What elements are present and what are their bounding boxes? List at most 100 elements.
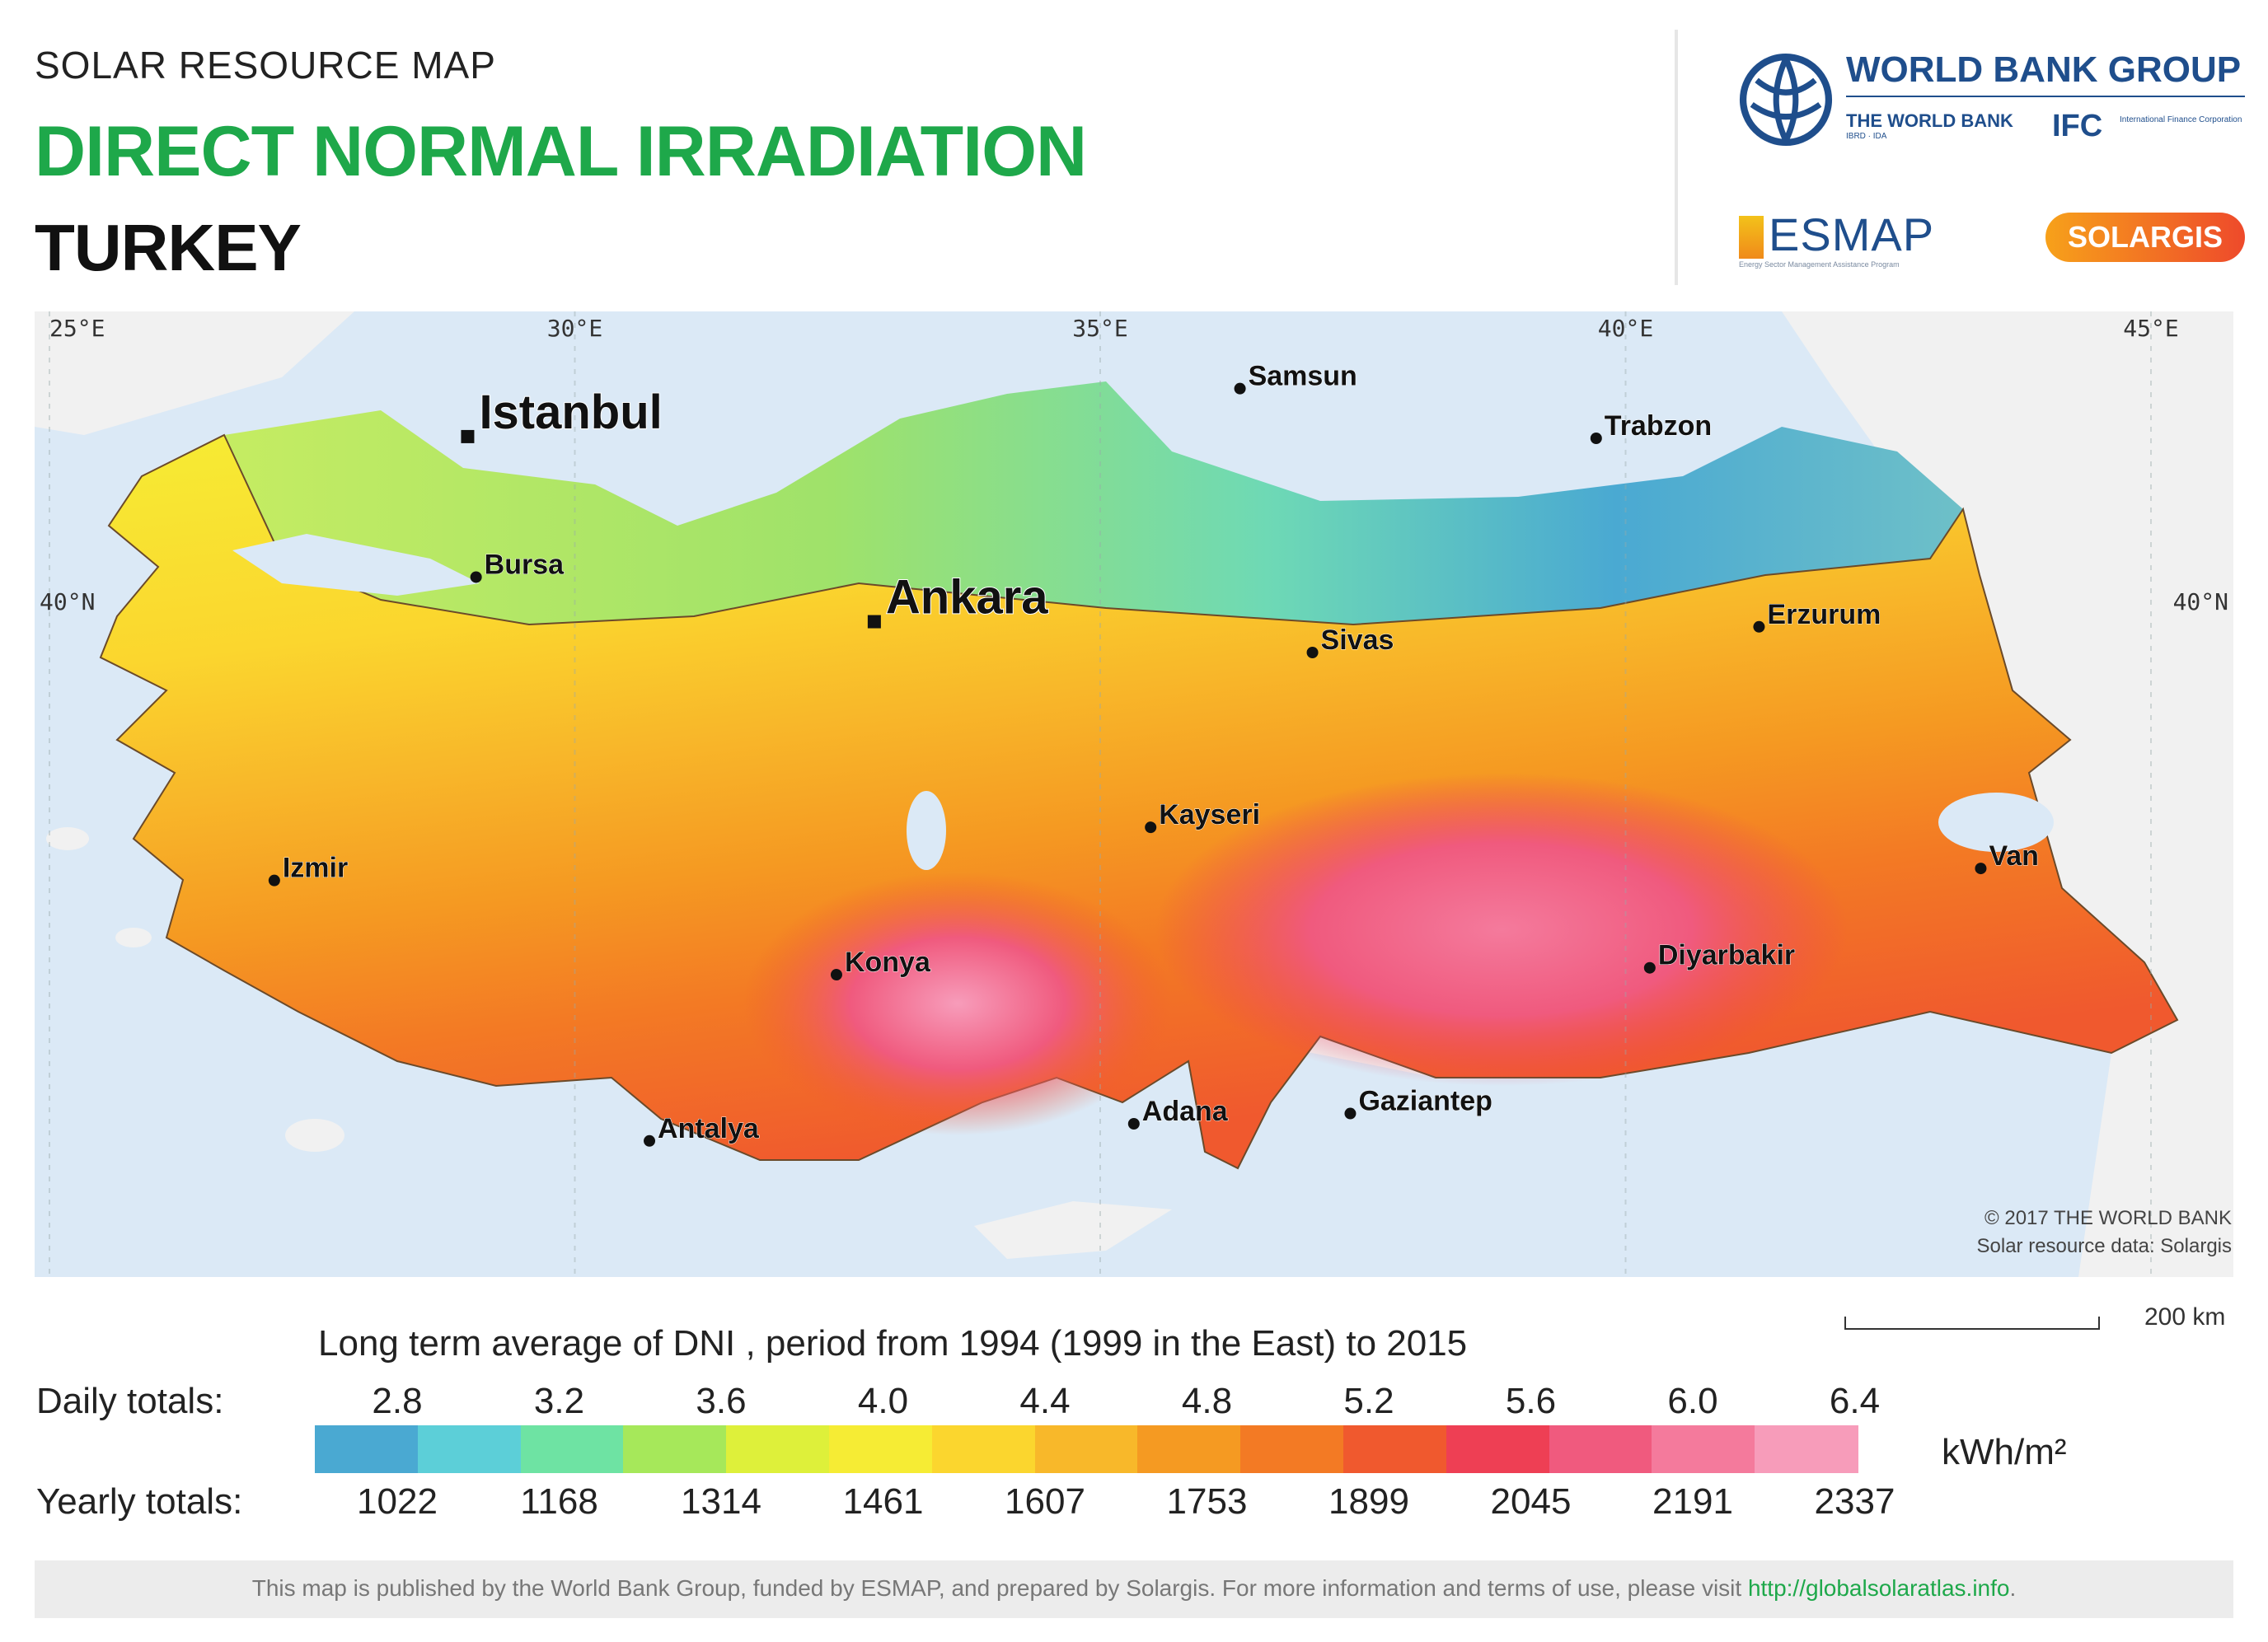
city-label: Izmir (283, 853, 348, 884)
legend-daily-value: 4.0 (857, 1381, 909, 1421)
city-label: Kayseri (1159, 799, 1260, 830)
footer-end: . (2009, 1575, 2017, 1601)
legend-swatch (1137, 1425, 1242, 1473)
longitude-tick-label: 45°E (2123, 315, 2178, 342)
latitude-tick-label: 40°N (40, 588, 95, 615)
legend-swatch (829, 1425, 933, 1473)
city-marker (1975, 863, 1987, 875)
ifc-sub-text: International Finance Corporation (2120, 115, 2242, 124)
black-sea-coast-region (224, 381, 1963, 625)
legend-yearly-value: 1607 (1005, 1481, 1085, 1522)
city-marker (461, 429, 475, 443)
city-marker (268, 874, 280, 886)
footer-bar: This map is published by the World Bank … (35, 1560, 2233, 1618)
city-marker (1753, 620, 1765, 633)
map-title: DIRECT NORMAL IRRADIATION (35, 112, 1087, 191)
south-taurus-high-dni-zone (743, 872, 1172, 1135)
legend-daily-value: 3.6 (696, 1381, 747, 1421)
legend-swatch (315, 1425, 419, 1473)
solargis-logo: SOLARGIS (2045, 213, 2245, 262)
legend-yearly-label: Yearly totals: (36, 1481, 243, 1522)
legend-yearly-value: 2337 (1814, 1481, 1895, 1522)
city-marker (830, 969, 842, 981)
legend-yearly-value: 1314 (681, 1481, 761, 1522)
city-marker (1306, 647, 1319, 658)
footer-text: This map is published by the World Bank … (35, 1575, 2233, 1602)
legend-swatch (726, 1425, 830, 1473)
city-label: Sivas (1321, 625, 1394, 656)
esmap-logo-icon (1739, 216, 1764, 259)
legend-daily-value: 3.2 (533, 1381, 585, 1421)
legend-daily-label: Daily totals: (36, 1381, 224, 1421)
copyright-line-2: Solar resource data: Solargis (1976, 1235, 2233, 1257)
city-label: Adana (1142, 1096, 1229, 1127)
ifc-logo-text: IFC (2052, 109, 2103, 143)
city-marker (470, 571, 482, 583)
city-label: Antalya (658, 1113, 760, 1144)
solar-map[interactable]: 25°E 30°E 35°E 40°E 45°E 40°N 40°N Istanbul Ank… (35, 311, 2233, 1277)
island (285, 1119, 344, 1152)
legend-daily-value: 5.6 (1505, 1381, 1557, 1421)
world-bank-globe-icon (1739, 53, 1833, 147)
legend-swatch (1652, 1425, 1756, 1473)
island (115, 928, 152, 947)
legend-swatch (1240, 1425, 1344, 1473)
southeast-high-dni-zone (1155, 773, 1848, 1086)
legend-daily-value: 6.0 (1667, 1381, 1718, 1421)
legend-daily-value: 6.4 (1829, 1381, 1881, 1421)
the-world-bank-logo-text: THE WORLD BANK (1846, 110, 2013, 131)
map-kicker: SOLAR RESOURCE MAP (35, 44, 496, 87)
city-marker (1127, 1118, 1140, 1130)
legend-swatch (1034, 1425, 1139, 1473)
legend-daily-value: 5.2 (1343, 1381, 1394, 1421)
scale-bar (1844, 1317, 2100, 1330)
city-layer: Istanbul Ankara Samsun Trabzon Bursa Erzurum S… (268, 360, 2039, 1147)
city-marker (644, 1134, 656, 1147)
map-country: TURKEY (35, 211, 302, 284)
legend-swatch (520, 1425, 625, 1473)
footer-link[interactable]: http://globalsolaratlas.info (1747, 1575, 2010, 1601)
island (46, 827, 89, 850)
city-label: Konya (845, 947, 931, 978)
city-marker (1145, 821, 1157, 834)
latitude-tick-label: 40°N (2173, 588, 2228, 615)
legend-swatch (931, 1425, 1036, 1473)
world-bank-group-logo-text: WORLD BANK GROUP (1846, 49, 2242, 90)
city-label: Ankara (886, 571, 1048, 625)
legend-yearly-value: 1022 (357, 1481, 438, 1522)
city-marker (1590, 433, 1602, 444)
city-label: Istanbul (479, 386, 662, 439)
legend-yearly-value: 2045 (1490, 1481, 1572, 1522)
legend-yearly-value: 2191 (1652, 1481, 1733, 1522)
legend-swatch (1343, 1425, 1447, 1473)
city-marker (1344, 1107, 1357, 1120)
legend-swatch (1755, 1425, 1858, 1473)
legend-daily-value: 4.4 (1019, 1381, 1071, 1421)
legend-yearly-value: 1899 (1328, 1481, 1409, 1522)
longitude-tick-label: 35°E (1072, 315, 1127, 342)
logo-rule (1846, 96, 2245, 97)
legend-swatch (1549, 1425, 1653, 1473)
legend-swatch (623, 1425, 728, 1473)
copyright-line-1: © 2017 THE WORLD BANK (1984, 1207, 2232, 1229)
esmap-sub-text: Energy Sector Management Assistance Prog… (1739, 260, 1900, 269)
legend-yearly-value: 1168 (520, 1481, 598, 1522)
scale-label: 200 km (2144, 1303, 2226, 1331)
legend-swatch (417, 1425, 522, 1473)
city-marker (1643, 961, 1656, 974)
city-label: Samsun (1249, 361, 1357, 392)
city-label: Gaziantep (1358, 1086, 1492, 1117)
esmap-logo-text: ESMAP (1769, 208, 1935, 260)
legend-yearly-value: 1461 (842, 1481, 924, 1522)
footer-body: This map is published by the World Bank … (251, 1575, 1748, 1601)
city-label: Trabzon (1605, 410, 1712, 442)
the-world-bank-sub-text: IBRD · IDA (1846, 132, 1887, 141)
legend-yearly-value: 1753 (1166, 1481, 1248, 1522)
longitude-tick-label: 30°E (547, 315, 602, 342)
longitude-tick-label: 25°E (49, 315, 105, 342)
legend-title: Long term average of DNI , period from 1… (318, 1323, 1468, 1364)
legend-unit: kWh/m² (1942, 1432, 2067, 1472)
legend-daily-value: 2.8 (372, 1381, 423, 1421)
cyprus (974, 1201, 1172, 1259)
lake-van (1938, 793, 2054, 852)
